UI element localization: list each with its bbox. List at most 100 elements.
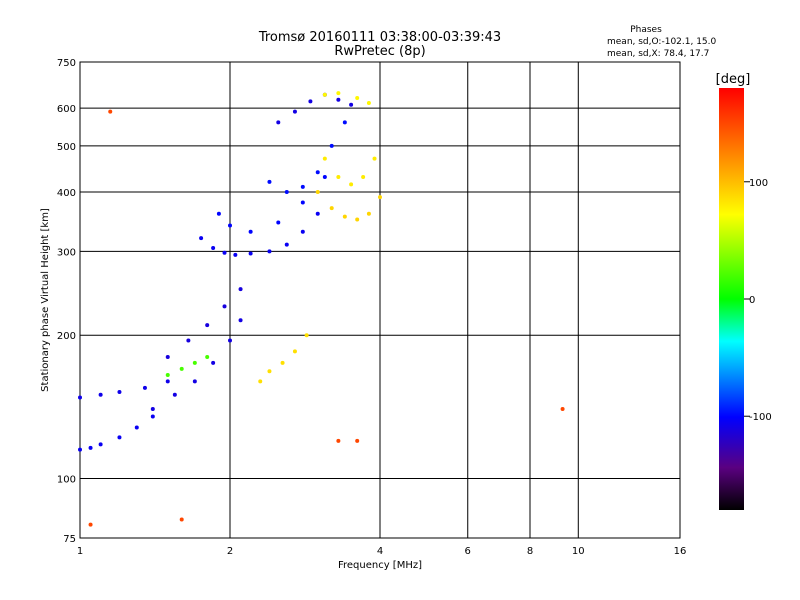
colorbar-tick-label: -100 xyxy=(749,412,772,423)
data-point xyxy=(300,184,305,189)
data-point xyxy=(336,174,341,179)
data-point xyxy=(142,385,147,390)
data-point xyxy=(205,323,210,328)
data-point xyxy=(205,355,210,360)
data-point xyxy=(329,206,334,211)
data-point xyxy=(216,211,221,216)
data-point xyxy=(304,333,309,338)
data-point xyxy=(228,338,232,343)
x-tick-label: 4 xyxy=(377,546,383,557)
data-point xyxy=(292,349,297,354)
y-tick-label: 600 xyxy=(57,104,76,115)
data-point xyxy=(98,442,103,447)
data-point xyxy=(378,195,382,200)
data-point xyxy=(150,406,155,411)
stats-heading: Phases xyxy=(630,25,662,35)
data-point xyxy=(98,392,103,397)
data-point xyxy=(248,229,253,234)
data-point xyxy=(300,229,305,234)
data-point xyxy=(238,287,243,292)
data-point xyxy=(372,156,377,161)
plot-frame xyxy=(79,61,681,539)
data-point xyxy=(355,217,360,222)
data-point xyxy=(222,304,227,309)
data-point xyxy=(342,214,347,219)
data-point xyxy=(280,360,285,365)
data-point xyxy=(276,120,281,125)
colorbar-tick-label: 100 xyxy=(749,178,768,189)
data-point xyxy=(179,366,184,371)
data-point xyxy=(267,249,272,254)
grid-lines xyxy=(80,62,680,538)
data-point xyxy=(560,406,565,411)
data-points xyxy=(78,91,565,527)
data-point xyxy=(292,109,297,114)
stats-x-mode: mean, sd,X: 78.4, 17.7 xyxy=(607,49,709,59)
y-tick-label: 500 xyxy=(57,142,76,153)
data-point xyxy=(349,102,354,107)
data-point xyxy=(78,395,82,400)
data-point xyxy=(300,200,305,205)
y-tick-label: 100 xyxy=(57,475,76,486)
colorbar xyxy=(719,88,744,510)
data-point xyxy=(322,92,327,97)
x-tick-label: 16 xyxy=(674,546,687,557)
data-point xyxy=(315,211,320,216)
x-tick-label: 10 xyxy=(572,546,585,557)
data-point xyxy=(336,91,341,96)
data-point xyxy=(117,435,122,440)
data-point xyxy=(355,96,360,101)
data-point xyxy=(199,236,204,241)
colorbar-ticks: 100 0 -100 xyxy=(744,178,772,423)
colorbar-tick-label: 0 xyxy=(749,295,755,306)
stats-o-mode: mean, sd,O:-102.1, 15.0 xyxy=(607,37,717,47)
data-point xyxy=(248,251,253,256)
data-point xyxy=(179,517,184,522)
data-point xyxy=(267,179,272,184)
data-point xyxy=(315,189,320,194)
x-tick-label: 2 xyxy=(227,546,233,557)
data-point xyxy=(117,389,122,394)
y-axis-label: Stationary phase Virtual Height [km] xyxy=(40,208,51,392)
data-point xyxy=(88,445,93,450)
chart-title: Tromsø 20160111 03:38:00-03:39:43 xyxy=(258,30,501,45)
data-point xyxy=(186,338,191,343)
data-point xyxy=(349,182,354,187)
x-tick-label: 1 xyxy=(77,546,83,557)
data-point xyxy=(366,101,371,106)
data-point xyxy=(361,174,366,179)
x-tick-label: 8 xyxy=(527,546,533,557)
data-point xyxy=(322,174,327,179)
data-point xyxy=(165,379,170,384)
colorbar-label: [deg] xyxy=(716,72,751,87)
data-point xyxy=(342,120,347,125)
data-point xyxy=(222,250,227,255)
data-point xyxy=(276,220,281,225)
data-point xyxy=(315,170,320,175)
data-point xyxy=(336,97,341,102)
data-point xyxy=(336,438,341,443)
data-point xyxy=(78,447,82,452)
y-tick-label: 750 xyxy=(57,58,76,69)
y-tick-label: 200 xyxy=(57,331,76,342)
data-point xyxy=(322,156,327,161)
data-point xyxy=(284,189,289,194)
x-tick-labels: 1 2 4 6 8 10 16 xyxy=(77,546,687,557)
data-point xyxy=(192,379,197,384)
data-point xyxy=(355,438,360,443)
data-point xyxy=(134,425,139,430)
data-point xyxy=(150,414,155,419)
data-point xyxy=(267,369,272,374)
data-point xyxy=(329,143,334,148)
data-point xyxy=(284,242,289,247)
data-point xyxy=(88,522,93,527)
data-point xyxy=(192,360,197,365)
data-point xyxy=(172,392,177,397)
y-tick-label: 400 xyxy=(57,188,76,199)
data-point xyxy=(308,99,313,104)
data-point xyxy=(211,360,216,365)
y-tick-labels: 75 100 200 300 400 500 600 750 xyxy=(57,58,76,545)
data-point xyxy=(238,318,243,323)
data-point xyxy=(211,246,216,251)
